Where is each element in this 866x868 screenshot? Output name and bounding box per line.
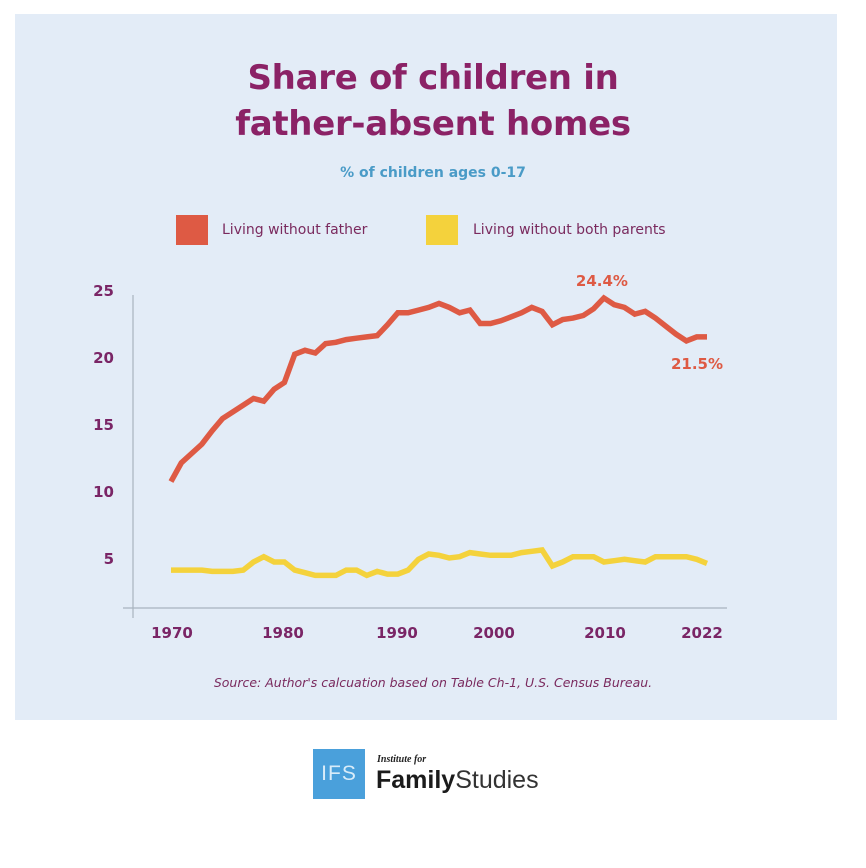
y-tick-label: 20: [93, 349, 114, 367]
chart-title-line1: Share of children in: [247, 58, 619, 98]
series-line-living-without-father: [168, 294, 707, 483]
y-tick-label: 15: [93, 416, 114, 434]
chart-subtitle: % of children ages 0-17: [340, 165, 526, 181]
logo-institute-for: Institute for: [377, 754, 427, 765]
axes: [123, 295, 727, 618]
y-tick-label: 10: [93, 483, 114, 501]
x-tick-labels: 1970 1980 1990 2000 2010 2022: [151, 624, 723, 642]
logo-studies: Studies: [455, 766, 539, 794]
ifs-logo-box: IFS: [313, 749, 365, 799]
chart-panel: [15, 14, 837, 720]
x-tick-label: 1980: [262, 624, 304, 642]
series-lines: [168, 294, 709, 579]
x-tick-label: 1970: [151, 624, 193, 642]
legend-swatch-father: [176, 215, 208, 245]
x-tick-label: 1990: [376, 624, 418, 642]
x-tick-label: 2010: [584, 624, 626, 642]
logo-family-studies: FamilyStudies: [376, 766, 539, 795]
y-tick-labels: 5 10 15 20 25: [93, 282, 114, 568]
logo-family: Family: [376, 766, 456, 794]
x-tick-label: 2000: [473, 624, 515, 642]
data-label-annotation: 24.4%: [576, 272, 628, 290]
x-tick-label: 2022: [681, 624, 723, 642]
legend-swatch-both-parents: [426, 215, 458, 245]
chart-title-line2: father-absent homes: [235, 104, 631, 144]
y-tick-label: 5: [104, 550, 114, 568]
data-label-annotation: 21.5%: [671, 355, 723, 373]
series-line-living-without-both-parents: [171, 547, 709, 579]
source-note: Source: Author's calcuation based on Tab…: [213, 675, 653, 690]
annotations: 24.4% 21.5%: [576, 272, 723, 373]
y-tick-label: 25: [93, 282, 114, 300]
legend-label-father: Living without father: [222, 222, 368, 238]
legend-label-both-parents: Living without both parents: [473, 222, 666, 238]
